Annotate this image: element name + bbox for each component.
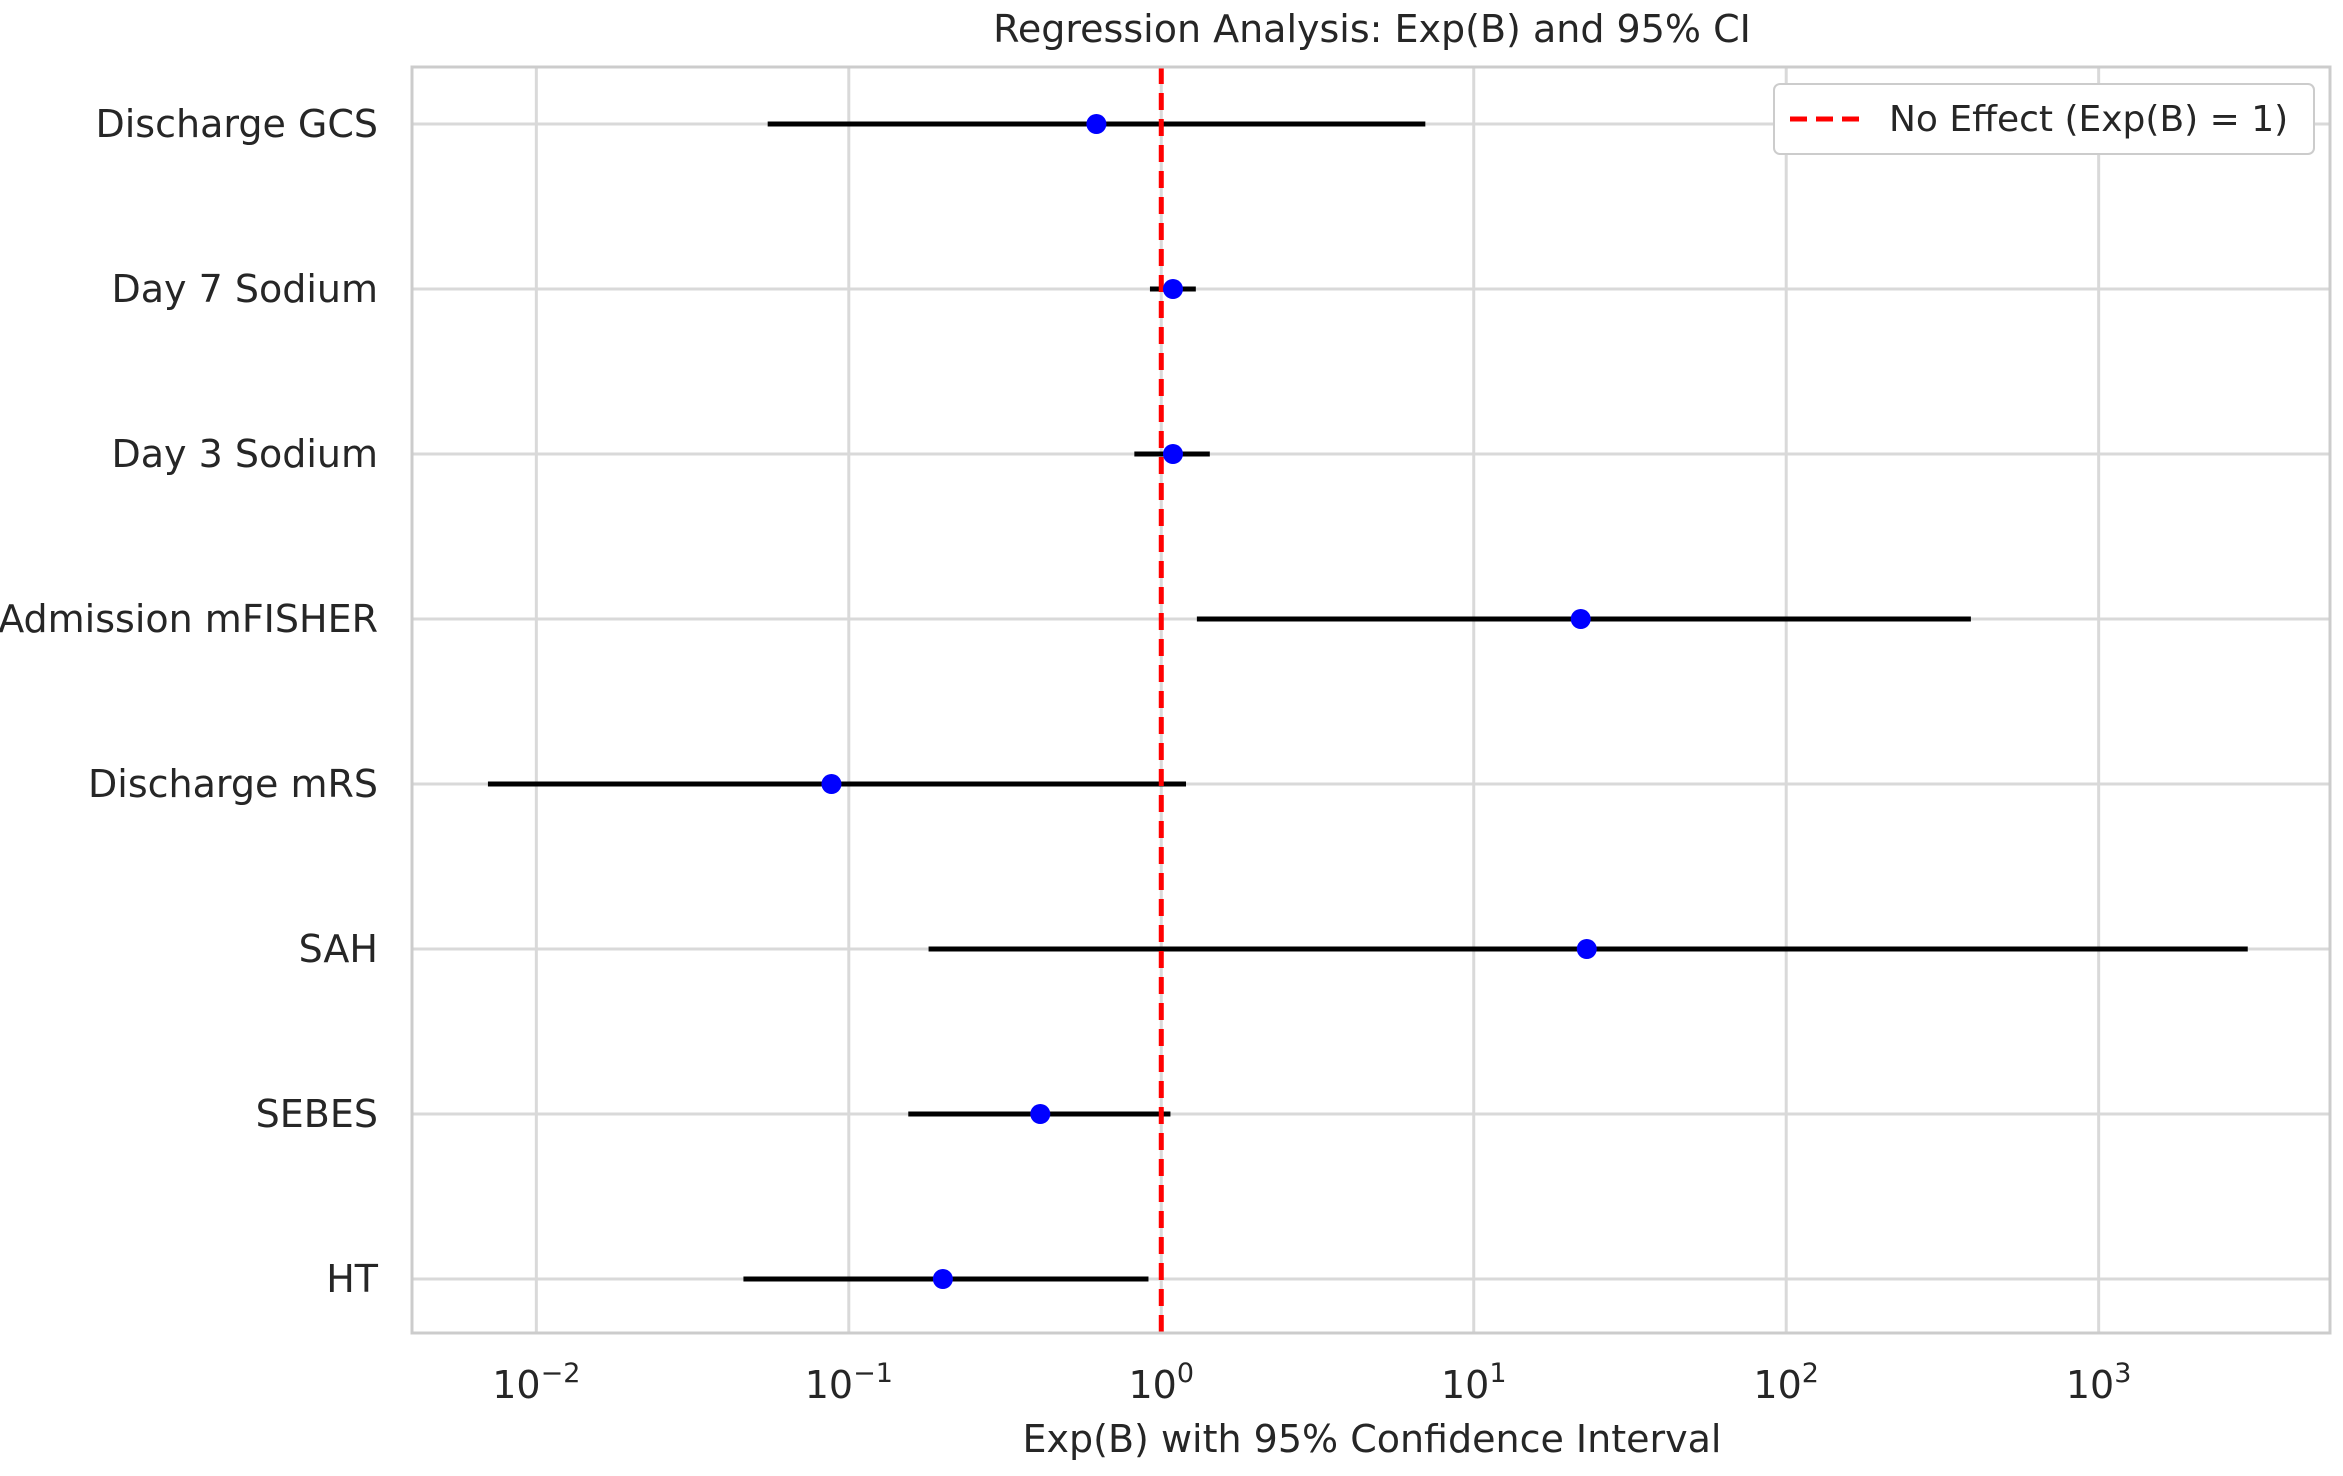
point-estimate [1570,609,1591,629]
legend-box [1773,83,2315,155]
x-axis-tick-labels: 10−2 10−1 100 101 102 103 [492,1358,2131,1407]
y-tick-label: SEBES [256,1092,378,1136]
point-estimate [1162,279,1183,299]
y-tick-label: Admission mFISHER [0,597,378,641]
plot-frame [410,65,2332,1335]
x-axis-label: Exp(B) with 95% Confidence Interval [1023,1417,1722,1461]
legend: No Effect (Exp(B) = 1) [1773,83,2315,155]
x-tick-label: 101 [1441,1358,1507,1407]
point-estimate [1162,444,1183,464]
point-estimate [1576,939,1597,959]
y-tick-label: Day 3 Sodium [111,432,378,476]
y-tick-label: Discharge mRS [88,762,378,806]
point-estimate [932,1269,953,1289]
point-estimate [1086,114,1107,134]
plot-area [410,65,2332,1335]
y-tick-label: Discharge GCS [95,102,378,146]
x-tick-label: 102 [1753,1358,1819,1407]
legend-label: No Effect (Exp(B) = 1) [1889,99,2288,140]
x-tick-label: 10−2 [492,1358,580,1407]
point-estimate [1030,1104,1051,1124]
point-estimates [821,114,1597,1289]
x-tick-label: 100 [1128,1358,1194,1407]
x-tick-label: 10−1 [805,1358,893,1407]
chart-title: Regression Analysis: Exp(B) and 95% CI [993,7,1751,51]
y-tick-label: Day 7 Sodium [111,267,378,311]
plot-background [412,67,2330,1333]
x-tick-label: 103 [2066,1358,2132,1407]
point-estimate [821,774,842,794]
y-tick-label: SAH [299,927,378,971]
y-axis-category-labels: Discharge GCS Day 7 Sodium Day 3 Sodium Adm… [0,102,379,1301]
y-tick-label: HT [326,1257,379,1301]
